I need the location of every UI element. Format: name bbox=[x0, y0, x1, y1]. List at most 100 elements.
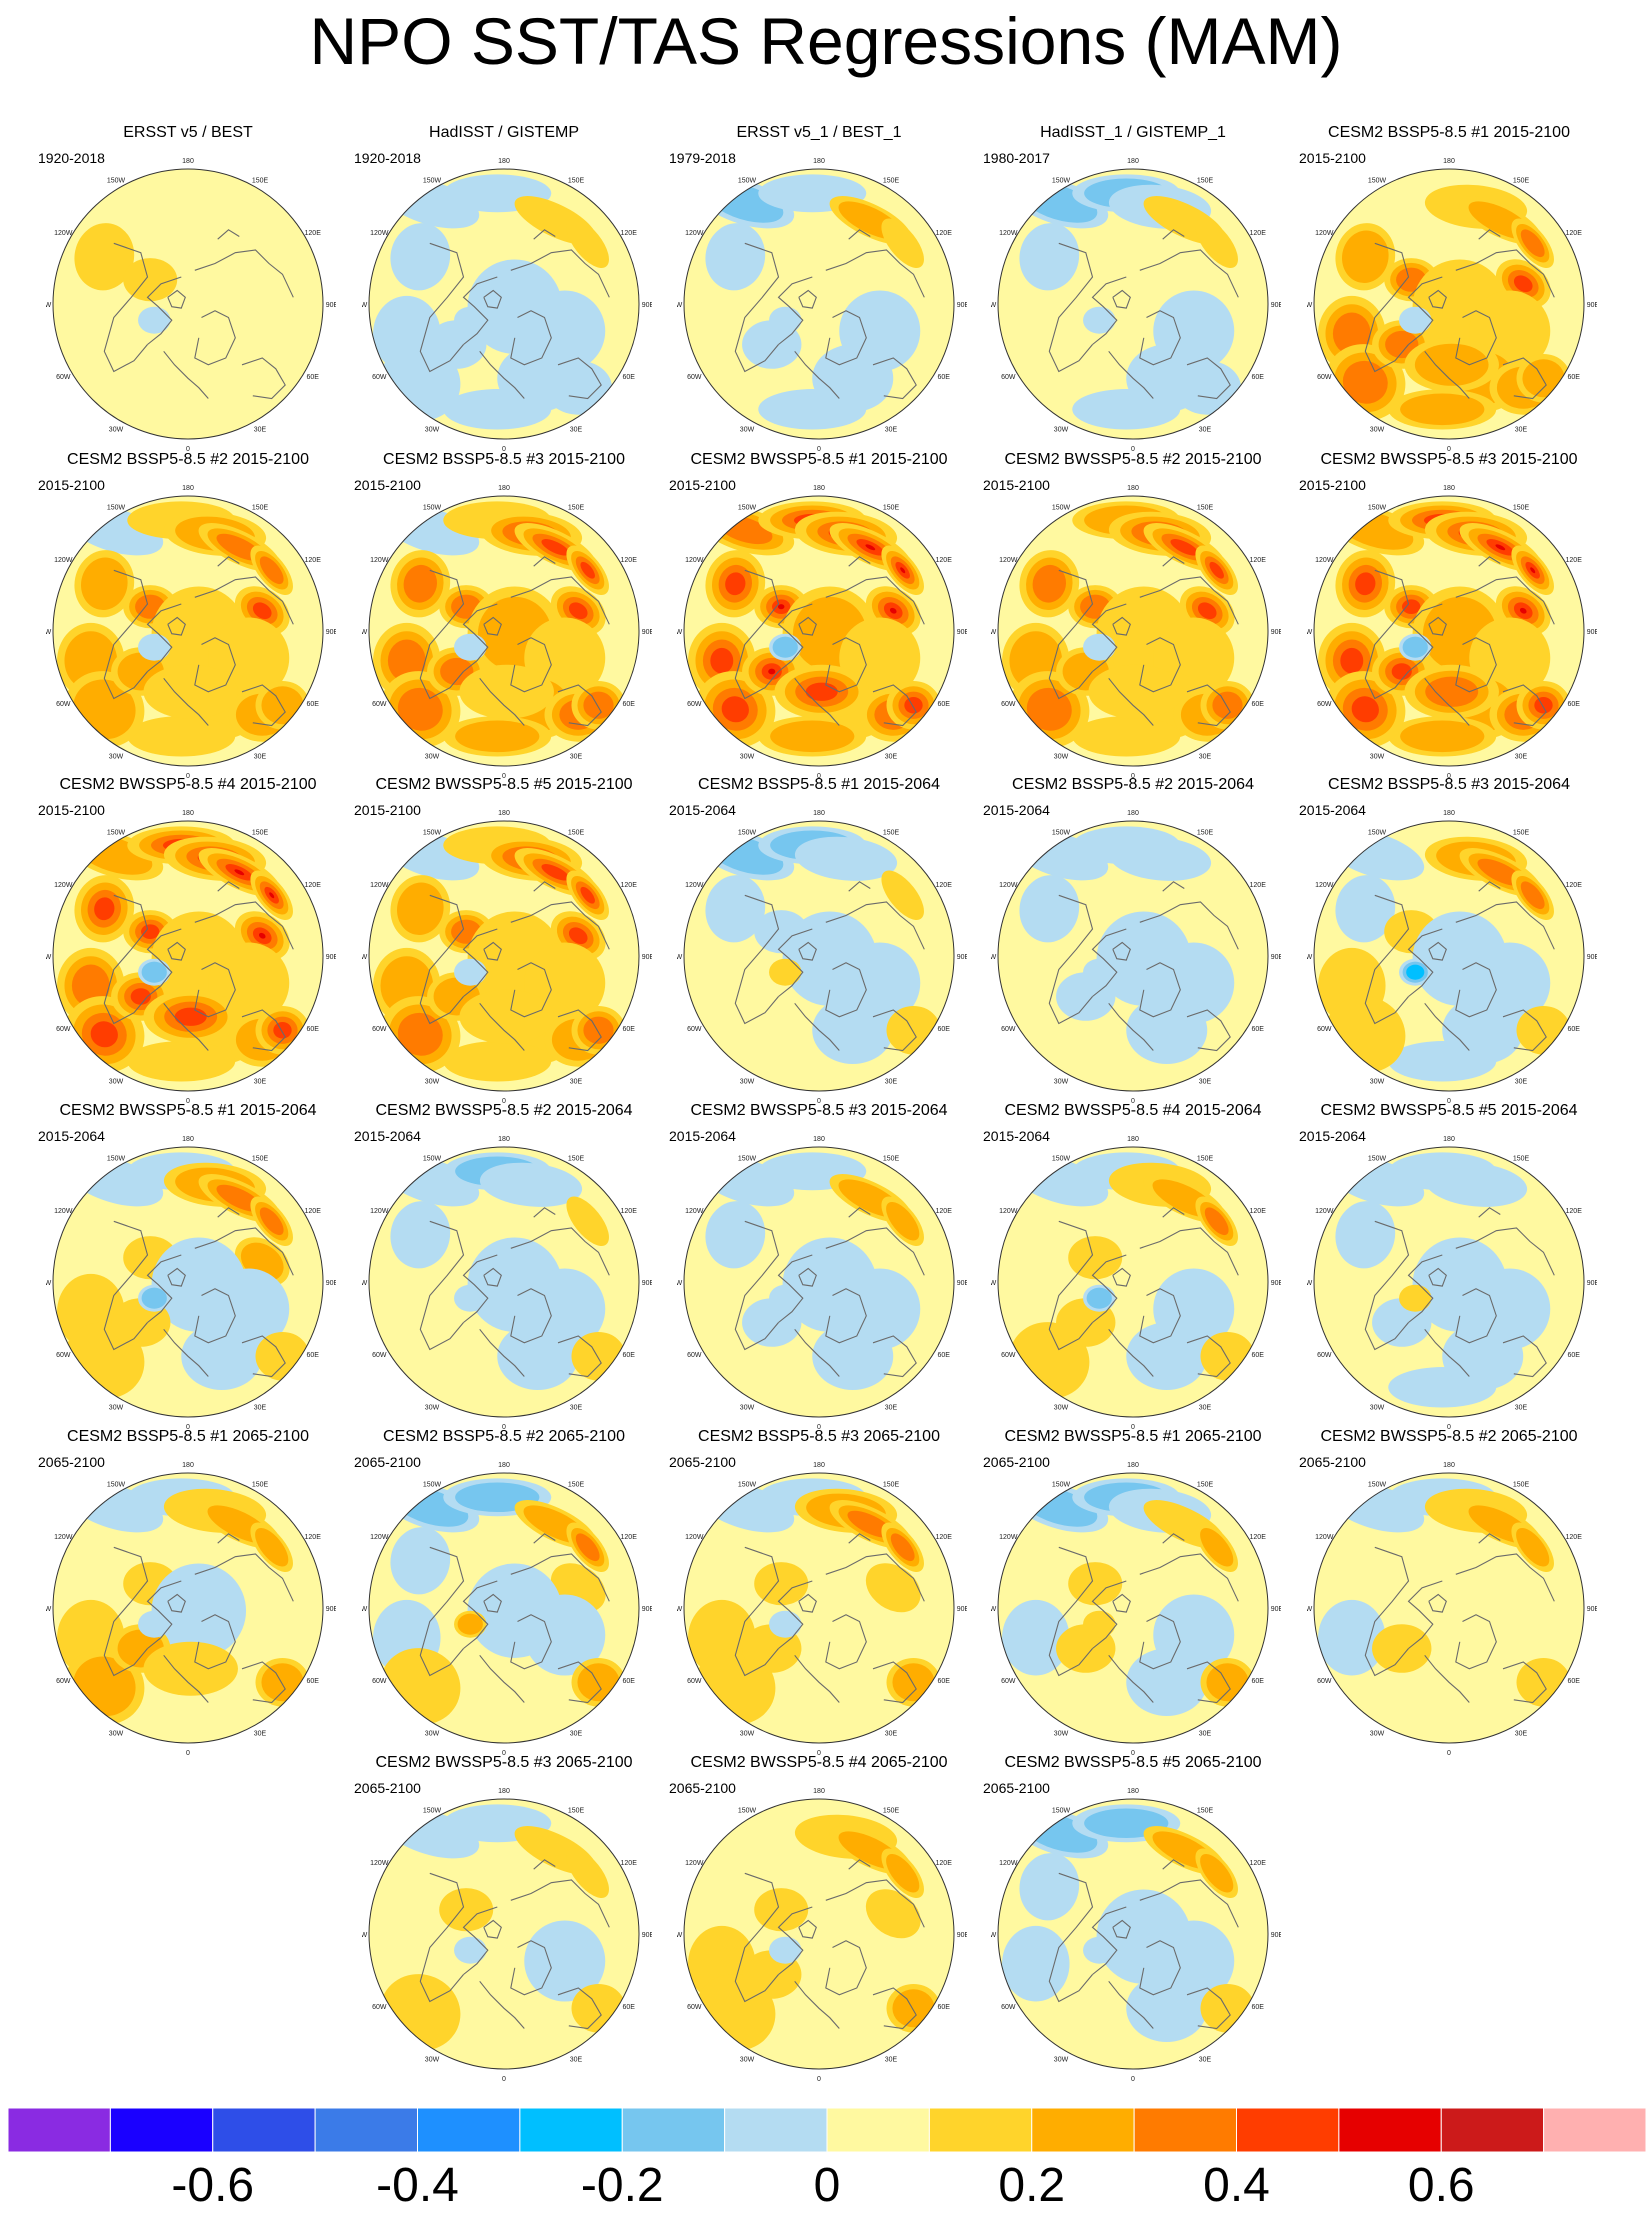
anomaly-contour bbox=[459, 989, 554, 1044]
longitude-label: 60W bbox=[1317, 1352, 1332, 1359]
longitude-label: 150W bbox=[1052, 504, 1071, 511]
coastline bbox=[194, 1614, 236, 1670]
anomaly-contour bbox=[390, 1527, 451, 1595]
colorbar bbox=[8, 2108, 1646, 2152]
longitude-label: 60W bbox=[372, 2004, 387, 2011]
longitude-label: 150W bbox=[738, 177, 757, 184]
anomaly-contour bbox=[1335, 1201, 1396, 1269]
longitude-label: 150E bbox=[568, 829, 585, 836]
longitude-label: 30E bbox=[254, 754, 267, 761]
coastline bbox=[1108, 1328, 1154, 1377]
longitude-label: 0 bbox=[1447, 1424, 1451, 1431]
anomaly-contour bbox=[1372, 1624, 1432, 1673]
anomaly-contour bbox=[1402, 636, 1428, 658]
colorbar-swatch bbox=[109, 2108, 214, 2152]
coastline bbox=[825, 637, 867, 693]
longitude-label: 120E bbox=[936, 882, 953, 889]
longitude-label: 150W bbox=[107, 504, 126, 511]
coastline bbox=[1455, 1614, 1497, 1670]
longitude-label: 60W bbox=[687, 1352, 702, 1359]
longitude-label: 180 bbox=[813, 1136, 825, 1143]
longitude-label: 150E bbox=[1197, 504, 1214, 511]
panel-title: CESM2 BSSP5-8.5 #1 2065-2100 bbox=[67, 1428, 309, 1445]
longitude-label: 60E bbox=[1251, 1678, 1264, 1685]
anomaly-contour bbox=[544, 360, 612, 415]
coastline bbox=[419, 1872, 465, 2003]
longitude-label: 0 bbox=[817, 773, 821, 780]
coastline bbox=[825, 1940, 867, 1996]
anomaly-contour bbox=[1195, 218, 1238, 268]
longitude-label: 60E bbox=[622, 701, 635, 708]
longitude-label: 90W bbox=[1307, 1280, 1313, 1287]
coastline bbox=[1424, 1002, 1470, 1051]
anomaly-contour bbox=[440, 657, 474, 686]
map-panel: ERSST v5 / BEST 1920-2018 180 150E 120E 90E 60… bbox=[28, 124, 348, 453]
longitude-label: 120W bbox=[685, 230, 704, 237]
coastline bbox=[194, 249, 294, 298]
anomaly-contour bbox=[138, 1610, 171, 1638]
panel-period: 2015-2064 bbox=[983, 1128, 1050, 1144]
colorbar-tick-label: 0.6 bbox=[1407, 2159, 1475, 2212]
coastline bbox=[1424, 677, 1470, 726]
panel-period: 2015-2064 bbox=[983, 802, 1050, 818]
coastline bbox=[872, 684, 917, 727]
anomaly-contour bbox=[886, 1005, 941, 1055]
longitude-label: 0 bbox=[1131, 2076, 1135, 2083]
panel-period: 2015-2100 bbox=[38, 802, 105, 818]
anomaly-contour bbox=[812, 1322, 894, 1390]
map-border bbox=[683, 495, 955, 767]
coastline bbox=[872, 1661, 917, 1704]
map-border bbox=[683, 820, 955, 1092]
coastline bbox=[146, 1580, 182, 1649]
longitude-label: 90E bbox=[957, 629, 967, 636]
panel-title: CESM2 BWSSP5-8.5 #5 2065-2100 bbox=[1004, 1754, 1262, 1771]
anomaly-contour bbox=[1086, 1287, 1112, 1309]
longitude-label: 90E bbox=[1271, 1606, 1281, 1613]
coastline bbox=[798, 289, 817, 309]
anomaly-contour bbox=[1170, 539, 1199, 556]
anomaly-contour bbox=[1385, 330, 1419, 359]
map-panel: CESM2 BWSSP5-8.5 #2 2015-2100 2015-2100 18… bbox=[973, 451, 1293, 780]
longitude-label: 90E bbox=[326, 954, 336, 961]
longitude-label: 150W bbox=[738, 1807, 757, 1814]
anomaly-contour bbox=[1391, 663, 1412, 680]
coastline bbox=[848, 1859, 871, 1870]
colorbar-tick-label: -0.6 bbox=[171, 2159, 255, 2212]
longitude-label: 150W bbox=[107, 1481, 126, 1488]
coastline bbox=[872, 1009, 917, 1052]
longitude-label: 90W bbox=[46, 1606, 52, 1613]
longitude-label: 120W bbox=[370, 882, 389, 889]
map-border bbox=[52, 495, 324, 767]
longitude-label: 60W bbox=[1001, 1678, 1016, 1685]
longitude-label: 0 bbox=[1131, 1750, 1135, 1757]
coastline bbox=[419, 569, 465, 700]
map-border bbox=[368, 1798, 640, 2070]
longitude-label: 150W bbox=[1052, 1481, 1071, 1488]
anomaly-contour bbox=[900, 567, 906, 574]
longitude-label: 90E bbox=[1587, 1280, 1597, 1287]
anomaly-contour bbox=[454, 633, 487, 661]
longitude-label: 120E bbox=[1250, 1208, 1267, 1215]
longitude-label: 30W bbox=[740, 1731, 755, 1738]
polar-map: 180 150E 120E 90E 60E 30E 0 30W 60W 90W 120W 150W bbox=[991, 1462, 1281, 1757]
coastline bbox=[194, 901, 294, 950]
anomaly-contour bbox=[454, 958, 487, 986]
longitude-label: 30W bbox=[109, 1731, 124, 1738]
coastline bbox=[483, 616, 502, 636]
longitude-label: 150E bbox=[883, 1481, 900, 1488]
anomaly-contour bbox=[1126, 1648, 1208, 1716]
panel-title: CESM2 BWSSP5-8.5 #2 2015-2100 bbox=[1004, 451, 1262, 468]
coastline bbox=[163, 677, 209, 726]
longitude-label: 120W bbox=[1315, 882, 1334, 889]
anomaly-contour bbox=[141, 961, 167, 983]
colorbar-tick-label: -0.2 bbox=[580, 2159, 664, 2212]
anomaly-contour bbox=[143, 664, 238, 719]
longitude-label: 0 bbox=[1447, 446, 1451, 453]
polar-map: 180 150E 120E 90E 60E 30E 0 30W 60W 90W 120W 150W bbox=[991, 485, 1281, 780]
anomaly-contour bbox=[141, 924, 160, 940]
coastline bbox=[510, 962, 552, 1018]
longitude-label: 150E bbox=[883, 177, 900, 184]
anomaly-contour bbox=[881, 870, 924, 920]
longitude-label: 30W bbox=[1370, 1731, 1385, 1738]
longitude-label: 150E bbox=[1513, 504, 1530, 511]
